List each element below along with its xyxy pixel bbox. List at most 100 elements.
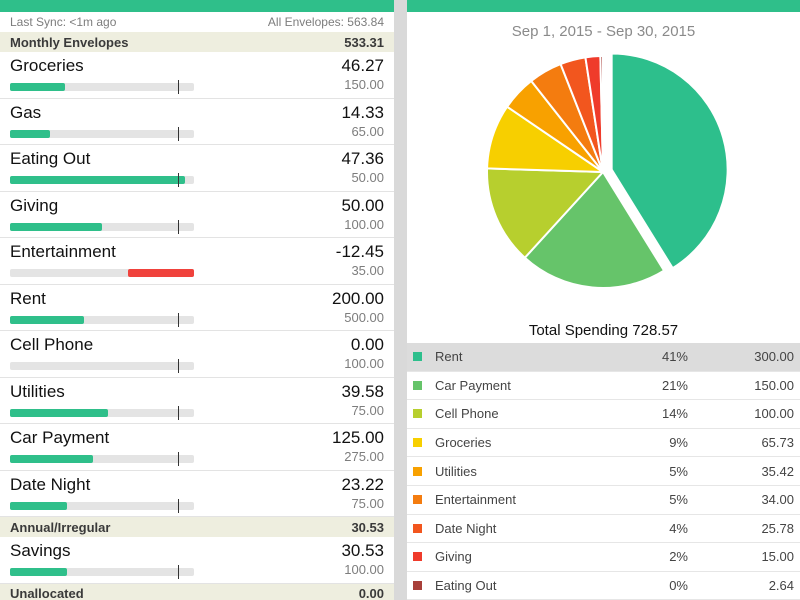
envelope-balance: 50.00 [341, 195, 384, 215]
envelope-name: Eating Out [10, 149, 91, 168]
legend-swatch [413, 552, 422, 562]
period-marker [178, 498, 179, 513]
envelope-progress-bar [10, 173, 194, 187]
envelope-row[interactable]: Utilities 39.58 75.00 [0, 377, 394, 424]
envelope-balance: 200.00 [332, 288, 384, 308]
legend-amount: 150.00 [754, 377, 794, 393]
envelope-budget: 75.00 [351, 402, 384, 418]
pie-slice-eating-out[interactable] [599, 54, 604, 173]
envelope-budget: 275.00 [344, 449, 384, 464]
envelope-balance: 14.33 [341, 102, 384, 122]
envelope-name: Giving [10, 195, 59, 215]
envelope-progress-bar [10, 269, 194, 277]
envelope-row[interactable]: Car Payment 125.00 275.00 [0, 424, 394, 471]
envelope-row[interactable]: Gas 14.33 65.00 [0, 98, 394, 145]
sync-status-row: Last Sync: <1m ago All Envelopes: 563.84 [0, 12, 394, 32]
envelope-balance: 125.00 [332, 428, 384, 447]
envelope-progress-fill [10, 315, 84, 324]
legend-category: Groceries [435, 435, 492, 451]
envelope-name: Date Night [10, 474, 91, 494]
legend-percent: 14% [661, 406, 688, 422]
all-envelopes-total: All Envelopes: 563.84 [267, 15, 384, 29]
envelope-row[interactable]: Savings 30.53 100.00 [0, 537, 394, 584]
legend-swatch [413, 466, 422, 476]
annual-envelope-list: Savings 30.53 100.00 [0, 537, 394, 584]
period-marker [178, 80, 179, 94]
period-marker [178, 452, 179, 466]
monthly-envelope-list: Groceries 46.27 150.00 Gas 14.33 65.00 Eating … [0, 52, 394, 517]
date-range-label[interactable]: Sep 1, 2015 - Sep 30, 2015 [511, 23, 696, 40]
envelope-row[interactable]: Rent 200.00 500.00 [0, 284, 394, 331]
legend-row[interactable]: Groceries 9% 65.73 [407, 429, 800, 458]
legend-amount: 25.78 [761, 520, 794, 536]
spending-pie-chart[interactable] [407, 38, 800, 308]
legend-category: Cell Phone [435, 406, 499, 422]
section-total: 0.00 [358, 586, 384, 600]
period-marker [178, 219, 179, 234]
envelope-budget: 100.00 [344, 356, 384, 371]
legend-row[interactable]: Utilities 5% 35.42 [407, 457, 800, 486]
envelope-progress-bar [10, 405, 194, 420]
envelope-balance: 23.22 [341, 474, 384, 494]
legend-category: Car Payment [435, 377, 511, 393]
section-title: Unallocated [10, 586, 84, 600]
envelope-row[interactable]: Eating Out 47.36 50.00 [0, 145, 394, 192]
envelope-progress-fill [10, 455, 93, 463]
envelope-balance: -12.45 [335, 242, 384, 261]
envelope-row[interactable]: Entertainment -12.45 35.00 [0, 238, 394, 285]
monthly-envelopes-header[interactable]: Monthly Envelopes 533.31 [0, 32, 394, 52]
section-total: 533.31 [344, 34, 384, 50]
legend-percent: 9% [669, 435, 688, 451]
period-marker [178, 405, 179, 420]
envelope-progress-fill [10, 408, 108, 417]
legend-swatch [413, 409, 422, 419]
envelope-progress-fill [10, 501, 68, 510]
annual-irregular-header[interactable]: Annual/Irregular 30.53 [0, 517, 394, 537]
legend-amount: 34.00 [761, 492, 794, 508]
legend-category: Entertainment [435, 492, 516, 508]
legend-percent: 4% [669, 520, 688, 536]
legend-amount: 300.00 [754, 349, 794, 365]
envelope-row[interactable]: Cell Phone 0.00 100.00 [0, 331, 394, 378]
envelope-progress-fill [10, 129, 51, 138]
legend-row[interactable]: Cell Phone 14% 100.00 [407, 400, 800, 429]
unallocated-header[interactable]: Unallocated 0.00 [0, 583, 394, 600]
pie-slice-cell-phone[interactable] [486, 167, 606, 260]
envelopes-pane: Last Sync: <1m ago All Envelopes: 563.84… [0, 0, 394, 600]
legend-amount: 65.73 [761, 435, 794, 451]
legend-swatch [413, 581, 422, 591]
legend-row[interactable]: Giving 2% 15.00 [407, 543, 800, 572]
envelope-row[interactable]: Groceries 46.27 150.00 [0, 52, 394, 99]
legend-row[interactable]: Rent 41% 300.00 [407, 343, 800, 372]
envelope-progress-bar [10, 219, 194, 234]
envelope-name: Entertainment [10, 242, 116, 261]
envelope-progress-bar [10, 312, 194, 327]
spending-report-pane: Sep 1, 2015 - Sep 30, 2015 Total Spendin… [407, 0, 800, 600]
period-marker [178, 565, 179, 579]
envelope-name: Cell Phone [10, 335, 94, 354]
envelope-name: Car Payment [10, 428, 110, 447]
envelope-progress-bar [10, 80, 194, 94]
period-marker [178, 126, 179, 141]
pie-slice-rent[interactable] [610, 52, 729, 270]
legend-row[interactable]: Entertainment 5% 34.00 [407, 486, 800, 515]
envelope-row[interactable]: Date Night 23.22 75.00 [0, 470, 394, 517]
envelope-name: Rent [10, 288, 46, 308]
period-marker [178, 173, 179, 187]
pane-divider [394, 0, 407, 600]
section-title: Annual/Irregular [10, 519, 111, 535]
envelope-row[interactable]: Giving 50.00 100.00 [0, 191, 394, 238]
legend-amount: 100.00 [754, 406, 794, 422]
legend-row[interactable]: Car Payment 21% 150.00 [407, 372, 800, 401]
envelope-balance: 47.36 [341, 149, 384, 168]
envelope-budget: 75.00 [351, 495, 384, 511]
envelope-budget: 150.00 [344, 77, 384, 92]
legend-row[interactable]: Eating Out 0% 2.64 [407, 572, 800, 600]
envelope-budget: 50.00 [351, 170, 384, 185]
envelope-progress-bar [10, 359, 194, 373]
legend-row[interactable]: Date Night 4% 25.78 [407, 515, 800, 544]
envelope-name: Gas [10, 102, 42, 122]
legend-percent: 0% [669, 578, 688, 594]
pie-slice-car-payment[interactable] [523, 170, 666, 289]
period-marker [178, 312, 179, 327]
